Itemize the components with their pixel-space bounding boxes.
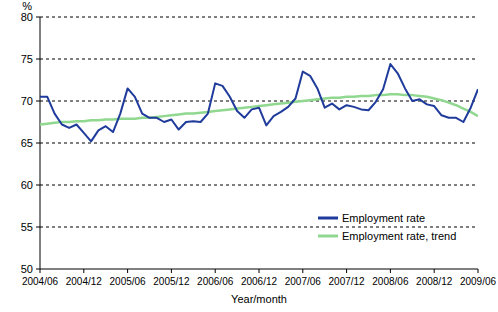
grid-line (40, 17, 478, 18)
grid-line (40, 59, 478, 60)
x-tick-label: 2008/12 (416, 276, 453, 287)
y-tick (36, 185, 40, 186)
grid-line (40, 227, 478, 228)
y-tick-label: 50 (21, 263, 33, 275)
x-tick (478, 269, 479, 273)
y-tick-label: 55 (21, 221, 33, 233)
x-tick (302, 269, 303, 273)
x-tick (171, 269, 172, 273)
x-tick-label: 2006/06 (197, 276, 234, 287)
x-tick (434, 269, 435, 273)
y-tick-label: 75 (21, 53, 33, 65)
y-tick (36, 59, 40, 60)
y-tick (36, 101, 40, 102)
x-tick (127, 269, 128, 273)
grid-line (40, 143, 478, 144)
legend-label: Employment rate, trend (342, 230, 456, 242)
y-tick-label: 80 (21, 11, 33, 23)
y-tick (36, 269, 40, 270)
legend-swatch (318, 235, 338, 238)
y-tick-label: 65 (21, 137, 33, 149)
x-axis-label: Year/month (231, 293, 287, 305)
y-tick-label: 70 (21, 95, 33, 107)
legend-swatch (318, 217, 338, 220)
x-tick (83, 269, 84, 273)
series-line (40, 64, 478, 141)
x-tick-label: 2009/06 (460, 276, 497, 287)
x-tick-label: 2004/06 (22, 276, 59, 287)
y-axis (40, 17, 41, 269)
x-tick (390, 269, 391, 273)
legend-label: Employment rate (342, 212, 425, 224)
x-tick-label: 2004/12 (66, 276, 103, 287)
x-tick (346, 269, 347, 273)
plot-area (40, 64, 478, 141)
y-axis-label: % (22, 0, 32, 12)
y-tick-label: 60 (21, 179, 33, 191)
y-tick (36, 17, 40, 18)
x-tick-label: 2007/12 (329, 276, 366, 287)
grid-line (40, 185, 478, 186)
y-tick (36, 227, 40, 228)
x-tick-label: 2007/06 (285, 276, 322, 287)
chart-container: 50 55 60 65 70 75 80 2004/06 2004/12 2005/06 2005/… (0, 0, 498, 312)
y-tick (36, 143, 40, 144)
x-tick (259, 269, 260, 273)
x-tick-label: 2008/06 (372, 276, 409, 287)
x-tick-label: 2006/12 (241, 276, 278, 287)
x-tick-label: 2005/12 (153, 276, 190, 287)
x-tick (215, 269, 216, 273)
chart: 50 55 60 65 70 75 80 2004/06 2004/12 2005/06 2005/… (0, 0, 498, 312)
x-tick-label: 2005/06 (110, 276, 147, 287)
x-tick (40, 269, 41, 273)
